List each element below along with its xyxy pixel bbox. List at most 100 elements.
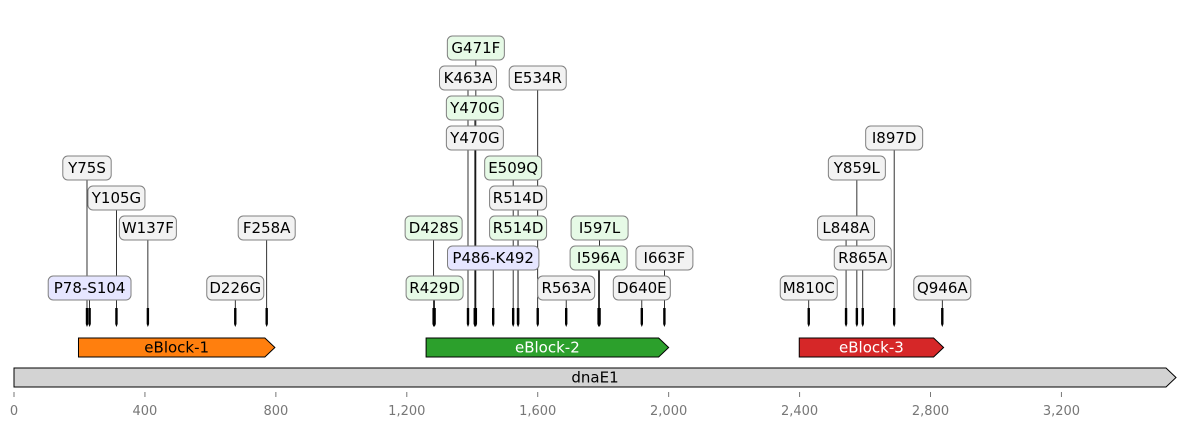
- axis-tick-label: 2,000: [650, 404, 687, 419]
- feature-mark: [855, 308, 859, 327]
- feature-mark: [511, 308, 515, 327]
- feature-mark: [516, 308, 520, 327]
- sequence-name: dnaE1: [571, 369, 618, 387]
- feature-label: M810C: [783, 279, 835, 297]
- feature-label: W137F: [122, 219, 174, 237]
- feature-label-box: [827, 155, 886, 181]
- feature-label-box: [445, 95, 504, 121]
- feature-mark: [115, 308, 118, 327]
- feature-label: I596A: [577, 249, 621, 267]
- feature-mark: [807, 308, 810, 327]
- feature-label: R865A: [838, 249, 888, 267]
- feature-label: E509Q: [488, 159, 538, 177]
- eblock-arrow: [425, 337, 670, 358]
- feature-label: D428S: [409, 219, 459, 237]
- feature-label: Y470G: [449, 129, 499, 147]
- axis-tick-label: 400: [133, 404, 158, 419]
- axis-tick-label: 1,600: [519, 404, 556, 419]
- feature-label: I663F: [644, 249, 686, 267]
- feature-mark: [492, 308, 495, 327]
- feature-mark: [432, 308, 435, 327]
- feature-mark: [474, 308, 478, 327]
- feature-label: Y75S: [67, 159, 106, 177]
- feature-label: L848A: [822, 219, 870, 237]
- feature-mark: [466, 308, 470, 327]
- feature-label-box: [446, 35, 505, 61]
- feature-label-box: [47, 275, 132, 301]
- axis-tick-label: 1,200: [388, 404, 425, 419]
- feature-label: F258A: [243, 219, 291, 237]
- feature-label: R514D: [493, 219, 544, 237]
- axis-tick-label: 0: [10, 404, 18, 419]
- feature-label: K463A: [444, 69, 493, 87]
- feature-mark: [265, 308, 268, 327]
- eblocks: eBlock-1 eBlock-2 eBlock-3: [77, 337, 945, 358]
- feature-mark: [564, 308, 568, 327]
- eblock-label: eBlock-1: [144, 339, 209, 357]
- feature-label-box: [237, 215, 296, 241]
- feature-label: I897D: [872, 129, 917, 147]
- feature-label-box: [508, 65, 567, 91]
- feature-label: E534R: [513, 69, 562, 87]
- feature-mark: [844, 308, 848, 327]
- feature-label: Y105G: [91, 189, 141, 207]
- feature-label: R563A: [542, 279, 592, 297]
- axis-tick-label: 2,400: [781, 404, 818, 419]
- feature-mark: [663, 308, 666, 327]
- feature-label: Y859L: [833, 159, 881, 177]
- feature-label-box: [537, 275, 596, 301]
- axis-tick-label: 800: [263, 404, 288, 419]
- feature-label-box: [570, 215, 629, 241]
- axis-tick-label: 2,800: [912, 404, 949, 419]
- feature-label-box: [865, 125, 924, 151]
- feature-mark: [88, 308, 91, 327]
- eblock-arrow: [77, 337, 276, 358]
- feature-label-box: [484, 155, 543, 181]
- axis-tick-label: 3,200: [1043, 404, 1080, 419]
- eblock-label: eBlock-2: [515, 339, 580, 357]
- feature-label: P78-S104: [54, 279, 126, 297]
- feature-label-box: [833, 245, 892, 271]
- position-axis: 0 400 800 1,200 1,600 2,000 2,400 2,800 3,200: [10, 391, 1176, 419]
- feature-label-box: [445, 125, 504, 151]
- feature-label: D640E: [617, 279, 667, 297]
- feature-labels: P78-S104 Y75S Y105G W137F D226G F258A R429D D42…: [47, 35, 972, 301]
- feature-label-box: [779, 275, 838, 301]
- feature-mark: [146, 308, 150, 327]
- feature-label-box: [118, 215, 177, 241]
- feature-label: R429D: [409, 279, 460, 297]
- feature-mark: [861, 308, 864, 327]
- feature-mark: [597, 308, 600, 327]
- feature-mark: [85, 308, 89, 327]
- feature-label-box: [62, 155, 112, 181]
- feature-label-box: [206, 275, 265, 301]
- feature-label-box: [489, 215, 548, 241]
- eblock-arrow: [798, 337, 945, 358]
- feature-label: D226G: [209, 279, 261, 297]
- feature-label-box: [87, 185, 146, 211]
- feature-label: Y470G: [449, 99, 499, 117]
- sequence-arrow: [13, 367, 1177, 388]
- feature-mark: [892, 308, 896, 327]
- feature-mark: [640, 308, 644, 327]
- feature-lines: [86, 60, 943, 308]
- feature-mark: [536, 308, 539, 327]
- feature-label-box: [612, 275, 671, 301]
- feature-mark: [234, 308, 237, 327]
- feature-label-box: [447, 245, 540, 271]
- feature-label: P486-K492: [452, 249, 534, 267]
- feature-label: Q946A: [917, 279, 968, 297]
- feature-label-box: [489, 185, 548, 211]
- sequence-track: dnaE1: [13, 367, 1177, 388]
- feature-label: R514D: [493, 189, 544, 207]
- feature-ticks: [85, 308, 944, 327]
- feature-label: G471F: [451, 39, 500, 57]
- feature-mark: [941, 308, 944, 327]
- eblock-label: eBlock-3: [839, 339, 904, 357]
- feature-label: I597L: [579, 219, 621, 237]
- feature-label-box: [817, 215, 876, 241]
- feature-label-box: [913, 275, 972, 301]
- feature-label-box: [635, 245, 694, 271]
- feature-label-box: [569, 245, 628, 271]
